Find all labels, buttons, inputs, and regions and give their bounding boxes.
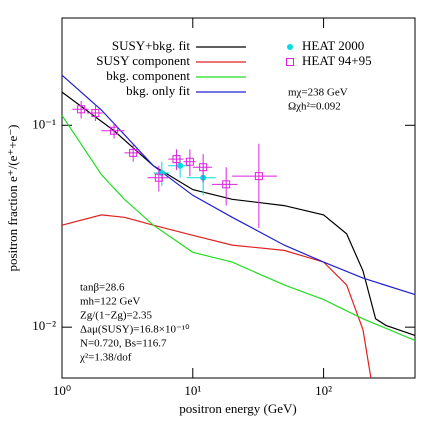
annotation: Δaμ(SUSY)=16.8×10⁻¹⁰ <box>80 324 190 336</box>
data-point <box>172 155 181 164</box>
y-tick-label: 10⁻¹ <box>32 116 56 131</box>
data-point <box>177 162 184 169</box>
x-tick-label: 10⁰ <box>53 383 71 398</box>
data-point <box>77 105 86 114</box>
data-point <box>154 173 163 182</box>
data-point <box>222 180 231 189</box>
legend-label: HEAT 94+95 <box>302 53 372 68</box>
y-tick-label: 10⁻² <box>32 318 56 333</box>
legend-label: bkg. component <box>106 68 190 83</box>
annotation: χ²=1.38/dof <box>79 352 132 364</box>
curve <box>61 115 416 341</box>
annotation: N=0.720, Bs=116.7 <box>80 338 167 350</box>
legend-marker <box>287 44 293 50</box>
data-point <box>91 109 100 118</box>
x-tick-label: 10² <box>315 383 332 398</box>
annotation: Zg/(1−Zg)=2.35 <box>80 310 152 322</box>
legend-label: bkg. only fit <box>126 83 190 98</box>
data-point <box>254 172 263 181</box>
x-tick-label: 10¹ <box>184 383 201 398</box>
annotation: mh=122 GeV <box>80 296 140 308</box>
annotation: Ωχh²=0.092 <box>288 101 341 113</box>
data-point <box>129 148 138 157</box>
curve <box>61 74 416 296</box>
x-axis-label: positron energy (GeV) <box>179 401 296 416</box>
legend-marker <box>286 58 294 66</box>
data-point <box>199 163 208 172</box>
curve <box>61 214 372 379</box>
data-point <box>185 157 194 166</box>
annotation: mχ=238 GeV <box>288 87 348 99</box>
legend-label: SUSY component <box>96 53 190 68</box>
curve <box>61 91 416 336</box>
plot-frame <box>61 17 416 379</box>
legend-label: HEAT 2000 <box>302 38 364 53</box>
y-axis-label: positron fraction e⁺/(e⁺+e⁻) <box>5 124 20 271</box>
legend-label: SUSY+bkg. fit <box>112 38 191 53</box>
data-point <box>110 126 119 135</box>
annotation: tanβ=28.6 <box>80 282 125 294</box>
